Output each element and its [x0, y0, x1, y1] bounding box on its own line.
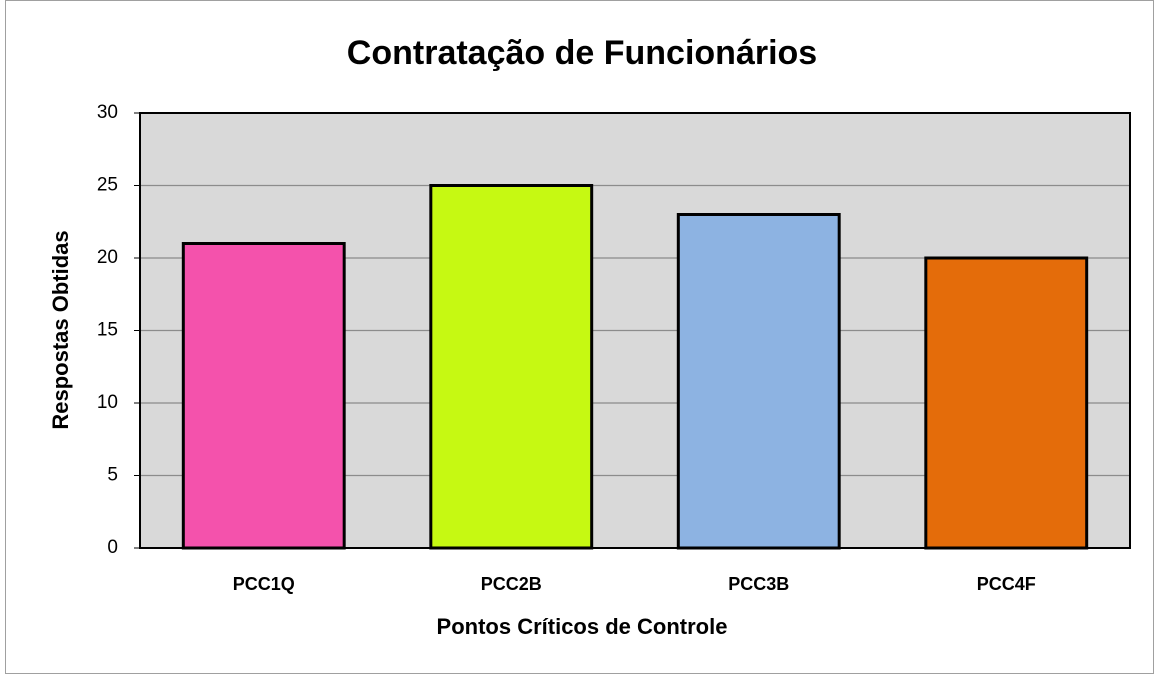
- bar: [676, 213, 841, 550]
- x-tick-label: PCC2B: [481, 574, 542, 594]
- x-axis-label: Pontos Críticos de Controle: [437, 614, 728, 639]
- y-tick-label: 5: [107, 465, 118, 486]
- y-tick-label: 10: [97, 392, 118, 413]
- y-tick-label: 25: [97, 175, 118, 196]
- y-tick-label: 30: [97, 102, 118, 123]
- x-tick-label: PCC3B: [728, 574, 789, 594]
- x-tick-label: PCC4F: [977, 574, 1036, 594]
- y-tick-label: 20: [97, 247, 118, 268]
- chart-title: Contratação de Funcionários: [347, 34, 817, 72]
- bar: [924, 256, 1089, 550]
- y-tick-label: 0: [107, 537, 118, 558]
- bar: [181, 242, 346, 550]
- x-tick-label: PCC1Q: [233, 574, 295, 594]
- y-axis-label: Respostas Obtidas: [48, 230, 73, 429]
- bar: [429, 184, 594, 550]
- plot-border: [139, 112, 1131, 549]
- y-tick-label: 15: [97, 320, 118, 341]
